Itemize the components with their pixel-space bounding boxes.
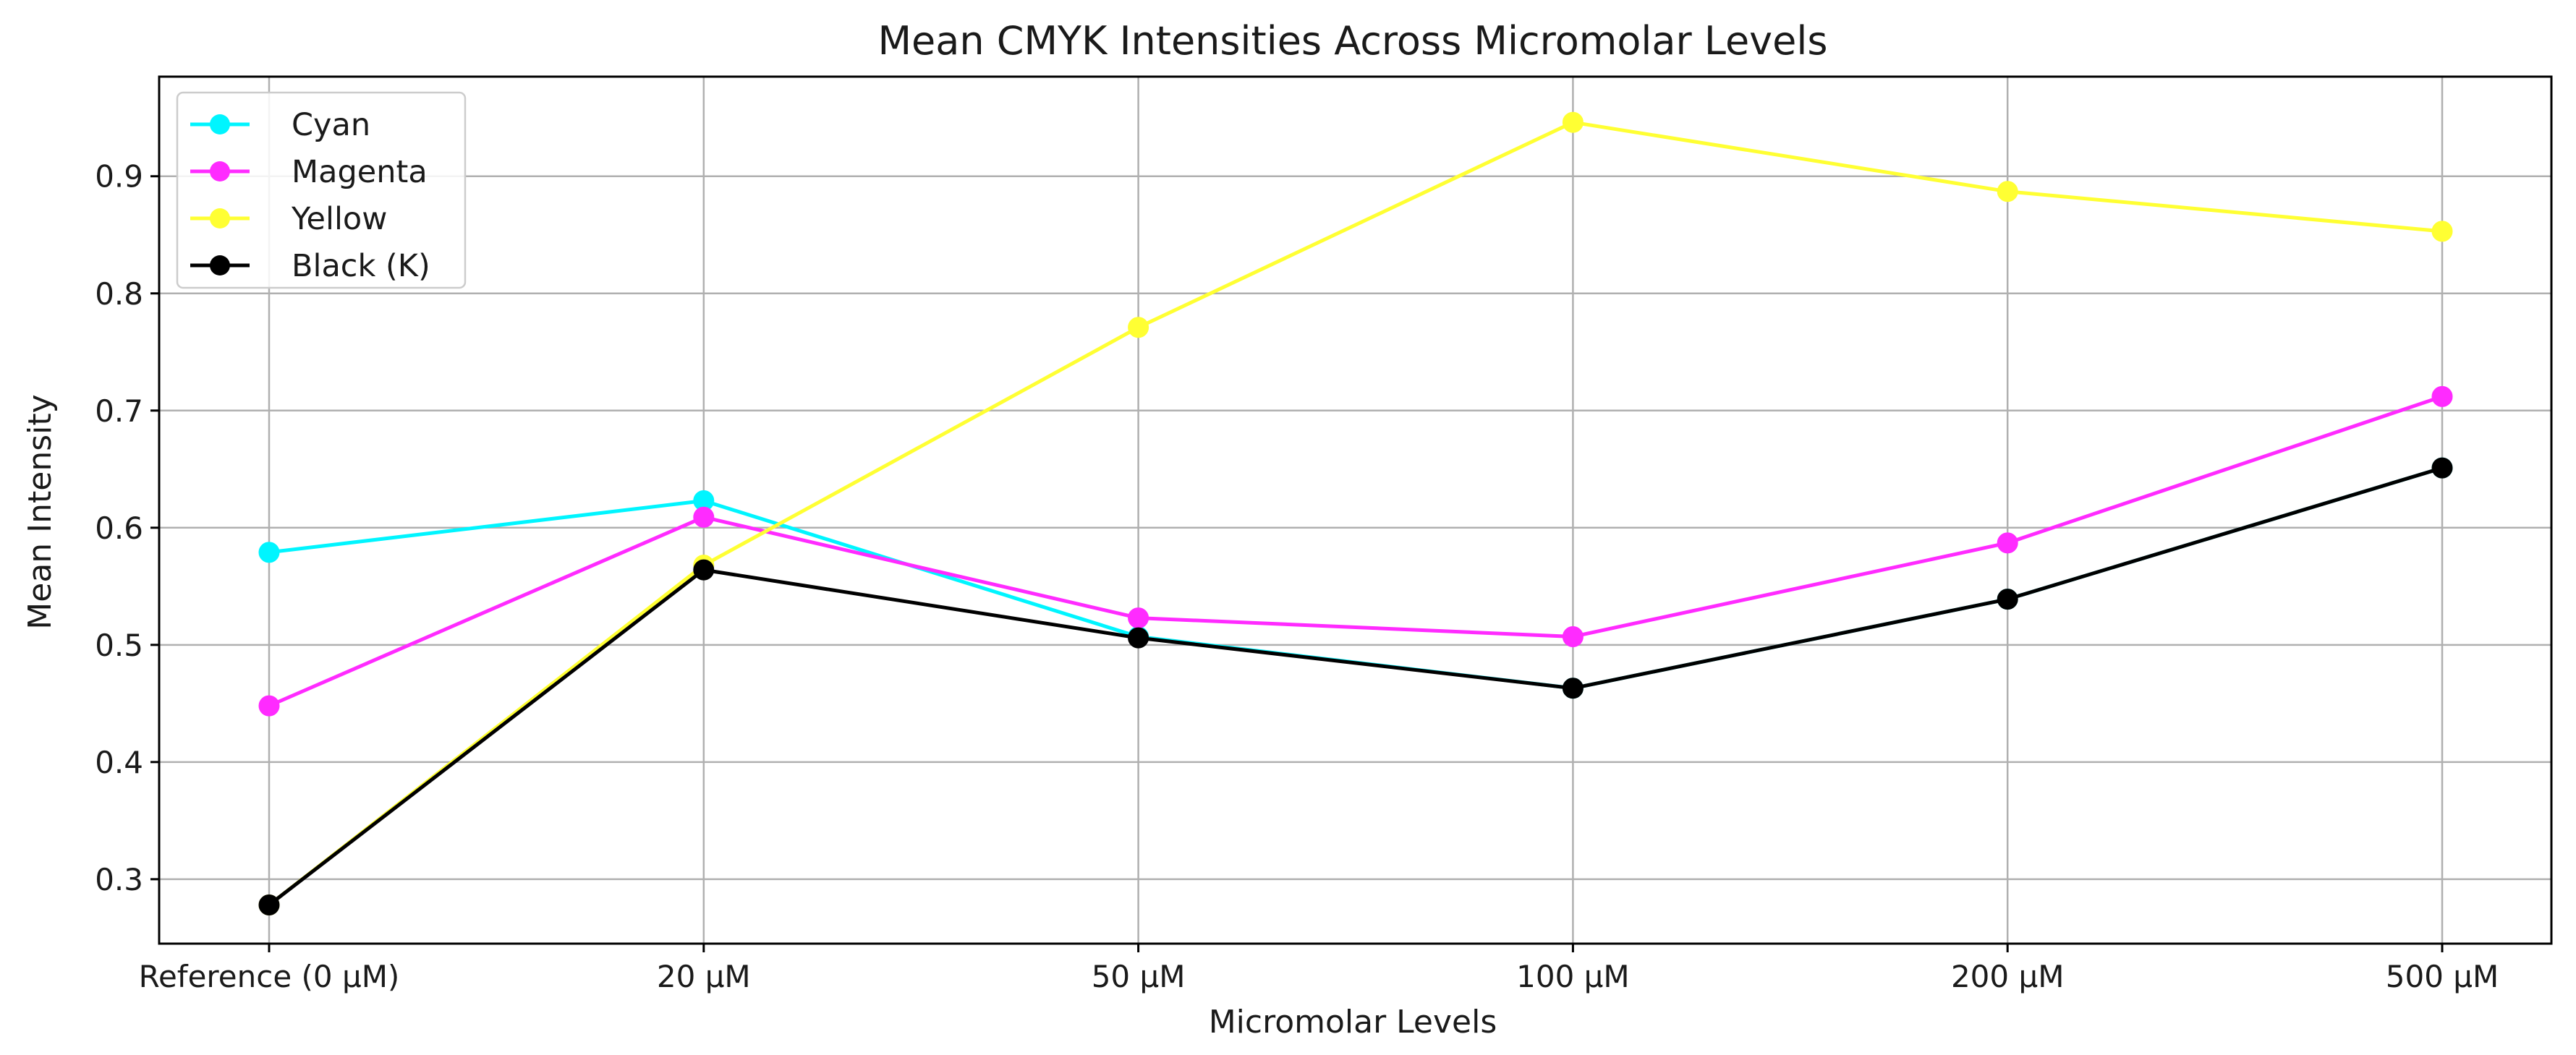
plot-frame [158, 75, 2553, 945]
data-point [1562, 678, 1584, 699]
legend-label: Magenta [292, 154, 428, 190]
legend-marker [210, 114, 230, 134]
data-point [258, 894, 280, 916]
x-tick-label: 20 μM [657, 959, 751, 994]
data-point [258, 695, 280, 717]
legend-box [176, 91, 467, 289]
legend-label: Cyan [292, 107, 370, 143]
legend-marker [210, 161, 230, 181]
data-point [1997, 532, 2018, 554]
data-point [693, 506, 715, 528]
series-lines [258, 111, 2453, 916]
data-point [1997, 589, 2018, 610]
legend-entry: Magenta [190, 154, 428, 190]
y-axis-label: Mean Intensity [22, 394, 59, 629]
series-line [268, 466, 2443, 907]
y-tick-label: 0.4 [95, 745, 143, 780]
x-axis-label: Micromolar Levels [1209, 1004, 1497, 1041]
chart-title: Mean CMYK Intensities Across Micromolar … [877, 18, 1827, 64]
legend-marker [210, 255, 230, 276]
legend-entry: Black (K) [190, 248, 430, 284]
legend-entry: Yellow [190, 201, 387, 237]
series-line [268, 394, 2443, 708]
legend: Cyan Magenta Yellow Black (K) [176, 91, 467, 289]
x-tick-label: 50 μM [1092, 959, 1186, 994]
y-tick-label: 0.9 [95, 159, 143, 195]
x-tick-label: 200 μM [1951, 959, 2064, 994]
data-point [693, 559, 715, 581]
data-point [1128, 317, 1149, 338]
legend-marker [210, 208, 230, 228]
data-point [1997, 181, 2018, 202]
legend-label: Yellow [291, 201, 387, 237]
data-point [258, 542, 280, 563]
y-tick-label: 0.3 [95, 862, 143, 897]
data-point [1562, 625, 1584, 647]
x-tick-label: Reference (0 μM) [139, 959, 400, 994]
data-point [1562, 111, 1584, 133]
data-point [2431, 385, 2453, 407]
series-black-k [258, 457, 2453, 916]
x-tick-label: 100 μM [1516, 959, 1629, 994]
data-point [2431, 457, 2453, 479]
x-tick-label: 500 μM [2386, 959, 2499, 994]
grid-lines [159, 77, 2551, 944]
y-tick-label: 0.7 [95, 393, 143, 429]
series-magenta [258, 385, 2453, 717]
legend-label: Black (K) [292, 248, 430, 284]
data-point [1128, 627, 1149, 649]
y-tick-label: 0.6 [95, 511, 143, 546]
data-point [1128, 607, 1149, 629]
legend-entry: Cyan [190, 107, 370, 143]
y-tick-label: 0.5 [95, 628, 143, 663]
data-point [2431, 221, 2453, 242]
y-tick-label: 0.8 [95, 276, 143, 312]
axis-ticks: Reference (0 μM) 20 μM 50 μM 100 μM 200 μM 50… [95, 159, 2499, 994]
series-line [268, 120, 2443, 907]
